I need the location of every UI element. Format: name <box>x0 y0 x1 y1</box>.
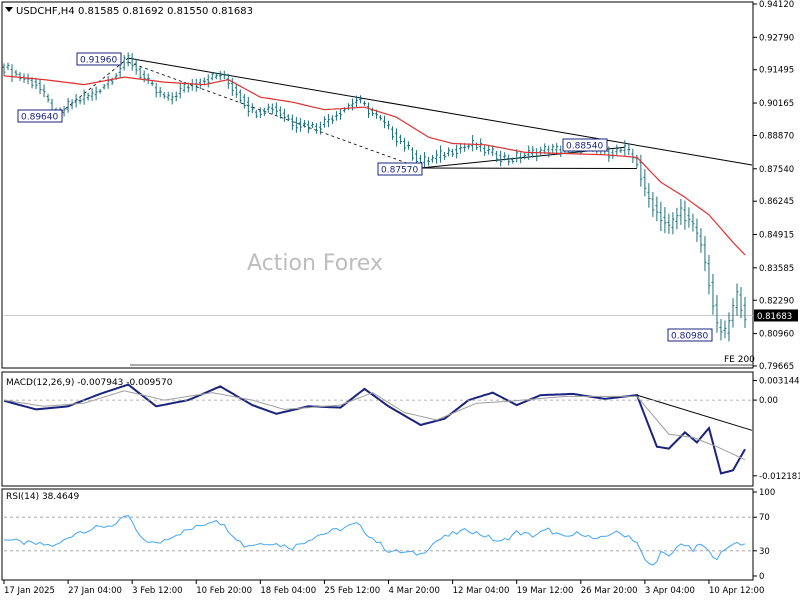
x-axis-label: 18 Feb 04:00 <box>260 586 316 596</box>
x-axis-label: 17 Jan 2025 <box>4 586 55 596</box>
macd-main-line <box>3 383 746 475</box>
dropdown-triangle-icon[interactable] <box>5 7 13 12</box>
rsi-axis-label: 100 <box>759 488 775 498</box>
moving-average-line <box>3 75 746 256</box>
price-level-label: 0.87570 <box>381 166 418 176</box>
macd-axis-label: 0.003144 <box>759 377 800 387</box>
rsi-panel-frame <box>1 488 754 581</box>
price-axis-label: 0.82290 <box>759 296 794 306</box>
price-trendline <box>128 57 753 166</box>
price-axis-label: 0.90165 <box>759 99 794 109</box>
price-panel-frame <box>1 1 754 369</box>
rsi-axis-label: 30 <box>759 547 770 557</box>
price-level-label-box <box>377 162 423 176</box>
price-axis: 0.94120 0.92790 0.91495 0.90165 0.88870 0.875… <box>753 0 798 372</box>
current-price-label: 0.81683 <box>757 312 792 322</box>
symbol-title: USDCHF,H4 <box>16 6 75 17</box>
price-level-label-box <box>76 52 122 66</box>
rsi-axis-label: 0 <box>759 572 764 582</box>
fe-label: FE 200 <box>724 355 755 365</box>
x-axis-label: 19 Mar 12:00 <box>517 586 574 596</box>
price-level-label-box <box>17 109 63 123</box>
price-annotations: 0.91960 0.89640 0.87570 0.88540 0.80980 <box>17 52 713 342</box>
price-axis-label: 0.94120 <box>759 0 794 10</box>
rsi-title: RSI(14) 38.4649 <box>6 492 79 502</box>
rsi-lines <box>3 515 746 566</box>
price-dashed-line <box>128 61 421 169</box>
x-axis-label: 10 Apr 12:00 <box>709 586 764 596</box>
rsi-line <box>3 515 746 566</box>
price-axis-label: 0.83585 <box>759 264 794 274</box>
watermark: Action Forex <box>247 251 383 276</box>
rsi-axis-label: 70 <box>759 513 770 523</box>
price-axis-label: 0.79665 <box>759 362 794 372</box>
macd-title: MACD(12,26,9) -0.007943 -0.009570 <box>6 378 173 388</box>
x-axis-label: 27 Jan 04:00 <box>68 586 122 596</box>
x-axis-label: 25 Feb 12:00 <box>324 586 380 596</box>
macd-axis-label: 0.00 <box>759 396 778 406</box>
price-axis-label: 0.84915 <box>759 231 794 241</box>
price-axis-label: 0.88870 <box>759 131 794 141</box>
x-axis-label: 10 Feb 20:00 <box>196 586 252 596</box>
price-level-label: 0.80980 <box>671 332 708 342</box>
price-axis-label: 0.91495 <box>759 66 794 76</box>
x-axis-label: 3 Apr 04:00 <box>645 586 695 596</box>
price-axis-label: 0.87540 <box>759 165 794 175</box>
macd-panel-frame <box>1 371 754 487</box>
x-axis: 17 Jan 2025 27 Jan 04:00 3 Feb 12:00 10 Feb… <box>3 580 764 596</box>
price-level-label-box <box>667 328 713 342</box>
macd-trendline <box>636 394 753 431</box>
x-axis-label: 3 Feb 12:00 <box>132 586 182 596</box>
macd-signal-line <box>3 390 746 461</box>
price-level-label: 0.88540 <box>566 142 603 152</box>
x-axis-label: 26 Mar 20:00 <box>581 586 638 596</box>
x-axis-label: 12 Mar 04:00 <box>453 586 510 596</box>
price-level-label-box <box>562 138 608 152</box>
price-level-label: 0.91960 <box>80 56 117 66</box>
rsi-axis: 100 70 30 0 <box>4 488 775 582</box>
macd-lines <box>3 383 753 475</box>
macd-axis: 0.003144 0.00 -0.012181 <box>4 377 800 482</box>
price-level-label: 0.89640 <box>21 113 58 123</box>
x-axis-label: 4 Mar 20:00 <box>389 586 440 596</box>
macd-axis-label: -0.012181 <box>759 472 800 482</box>
price-axis-label: 0.86245 <box>759 197 794 207</box>
price-axis-label: 0.80960 <box>759 330 794 340</box>
ohlc-readout: 0.81585 0.81692 0.81550 0.81683 <box>78 6 253 17</box>
current-price-box <box>754 309 798 322</box>
price-ma <box>3 75 746 256</box>
price-trendline <box>420 167 637 170</box>
price-axis-label: 0.92790 <box>759 33 794 43</box>
